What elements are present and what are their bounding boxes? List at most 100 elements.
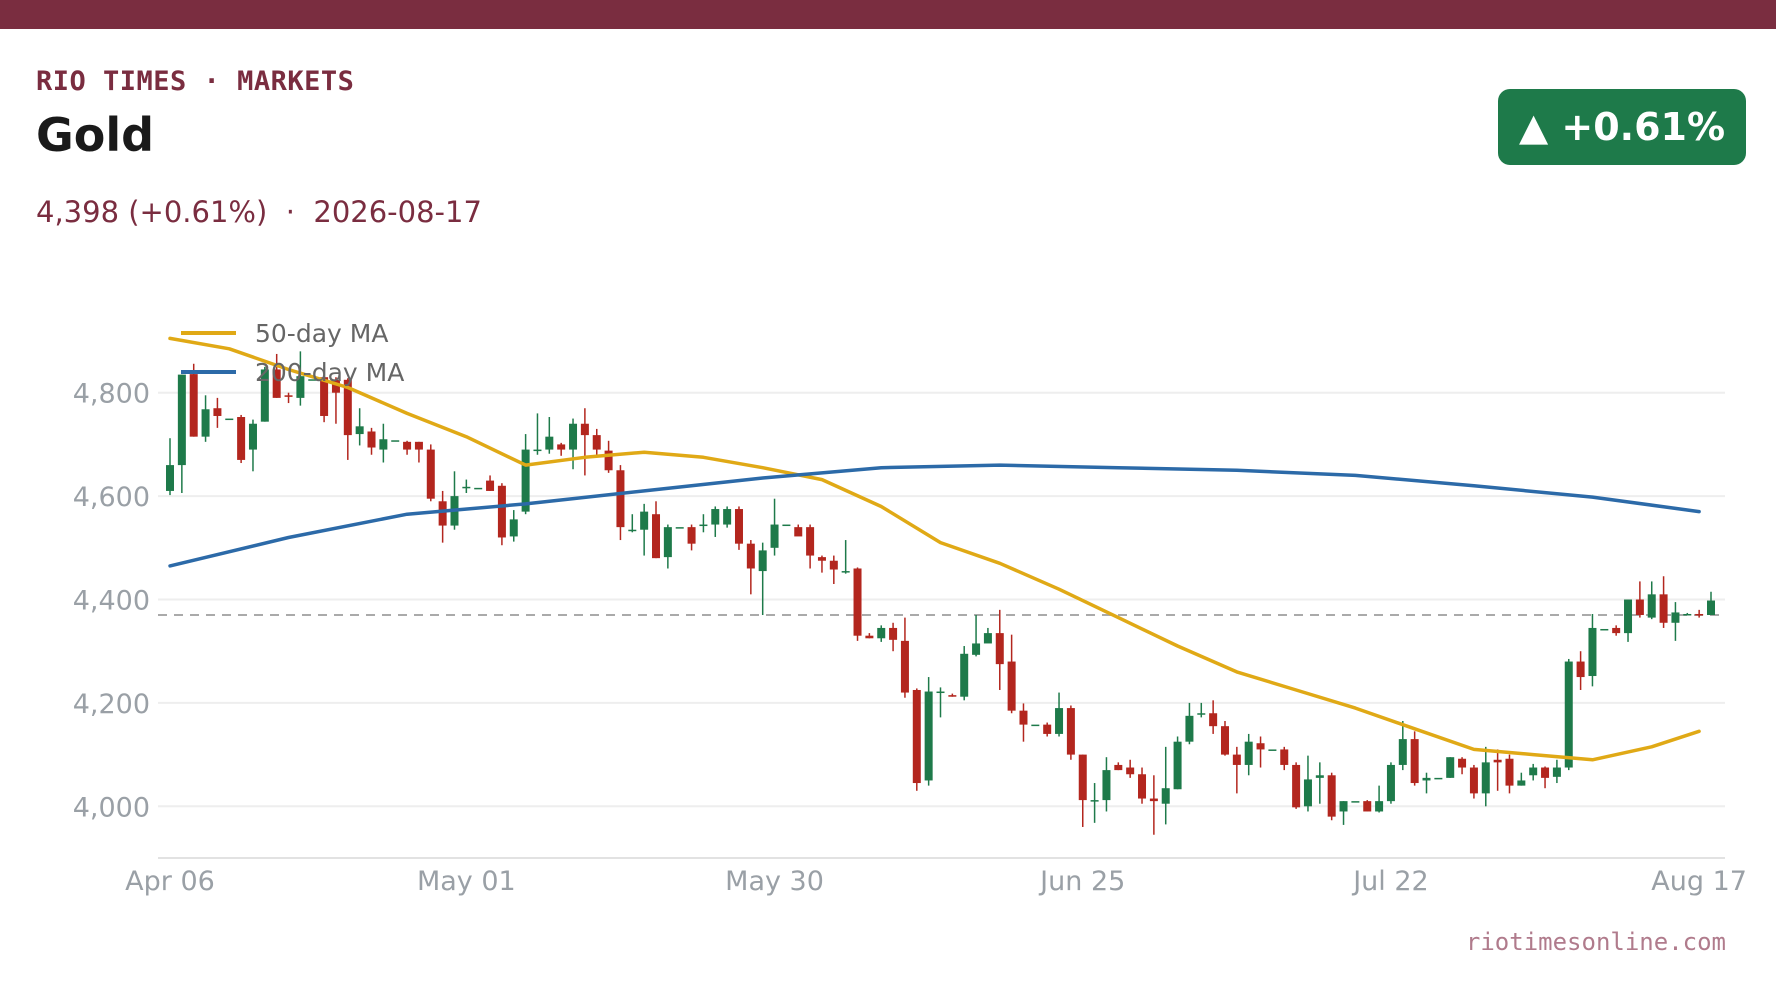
candle-body — [1197, 713, 1206, 715]
candle-body — [1256, 743, 1265, 750]
candle-body — [462, 486, 471, 489]
candle — [403, 440, 412, 455]
candle-body — [960, 653, 969, 697]
candle — [474, 487, 483, 490]
candle-body — [284, 395, 293, 397]
candle — [379, 423, 388, 463]
candle-body — [604, 450, 613, 471]
candle — [1635, 581, 1644, 618]
candle-body — [474, 487, 483, 490]
candle — [972, 615, 981, 657]
candle — [1303, 755, 1312, 812]
candle — [889, 622, 898, 652]
candle — [1232, 746, 1241, 794]
candle — [580, 408, 589, 476]
candle-body — [1007, 661, 1016, 711]
candle — [426, 444, 435, 502]
candle-body — [1161, 788, 1170, 804]
candle-body — [557, 444, 566, 450]
candle — [853, 567, 862, 641]
candle — [1280, 746, 1289, 771]
candle — [1469, 764, 1478, 799]
candle — [1292, 762, 1301, 809]
candle-body — [829, 560, 838, 570]
candle-body — [1102, 770, 1111, 801]
candle — [1529, 763, 1538, 781]
candle-body — [628, 529, 637, 532]
candle — [711, 506, 720, 537]
candle-body — [1434, 777, 1443, 780]
candle-body — [734, 509, 743, 544]
candle — [343, 378, 352, 460]
chart-legend: 50-day MA 200-day MA — [181, 319, 404, 387]
candle — [1114, 762, 1123, 771]
candle — [1019, 703, 1028, 742]
legend-label-50-day-ma: 50-day MA — [255, 319, 388, 348]
candle-body — [1552, 767, 1561, 777]
candle — [1375, 785, 1384, 813]
candle-body — [1066, 708, 1075, 755]
top-bar — [0, 0, 1776, 29]
candle-body — [995, 633, 1004, 665]
candle-body — [521, 449, 530, 512]
x-tick-label: Jul 22 — [1351, 866, 1429, 897]
candle-body — [1600, 628, 1609, 631]
candle-body — [936, 691, 945, 694]
candle-body — [948, 695, 957, 697]
candle-body — [1138, 774, 1147, 799]
candle-body — [1292, 764, 1301, 808]
candle-body — [1327, 775, 1336, 817]
candle — [438, 490, 447, 543]
candle-body — [1446, 757, 1455, 778]
candle-body — [1114, 764, 1123, 771]
candle — [983, 627, 992, 644]
candle — [272, 353, 281, 398]
candle-body — [663, 527, 672, 558]
candle-body — [794, 527, 803, 537]
candle-body — [1458, 758, 1467, 768]
candle-body — [509, 519, 518, 537]
candle-body — [1031, 724, 1040, 727]
candle-body — [1564, 661, 1573, 768]
candle — [1505, 754, 1514, 794]
candle — [260, 366, 269, 422]
candle — [296, 351, 305, 406]
candle-body — [426, 449, 435, 499]
candle — [1683, 612, 1692, 616]
price-subtitle: 4,398 (+0.61%) · 2026-08-17 — [36, 195, 482, 229]
candle-body — [1209, 713, 1218, 727]
candle — [841, 540, 850, 574]
candle — [1695, 609, 1704, 618]
candle — [166, 438, 174, 496]
candle — [414, 441, 423, 463]
candle-body — [486, 480, 495, 491]
candle — [817, 555, 826, 573]
moving-averages — [168, 336, 1701, 762]
candle-body — [391, 440, 400, 442]
candle — [877, 625, 886, 642]
candle-body — [320, 377, 329, 416]
candle — [960, 646, 969, 701]
candle — [237, 414, 246, 464]
ma50-line — [168, 336, 1701, 762]
candle-body — [1422, 777, 1431, 781]
candle-body — [711, 509, 720, 525]
candle — [1386, 762, 1395, 804]
candle-body — [1683, 613, 1692, 616]
candle-body — [723, 509, 732, 525]
candle — [1126, 759, 1135, 778]
candle-body — [865, 635, 874, 639]
candle-body — [1624, 599, 1633, 634]
candle — [912, 688, 921, 791]
candle-body — [1481, 762, 1490, 794]
candle-body — [580, 423, 589, 436]
candle-body — [746, 543, 755, 569]
candle-body — [1244, 741, 1253, 765]
candle — [770, 498, 779, 556]
x-tick-label: Jun 25 — [1038, 866, 1125, 897]
candle — [1434, 777, 1443, 780]
candle — [509, 510, 518, 542]
candle — [1185, 702, 1194, 745]
candle — [1517, 772, 1526, 786]
